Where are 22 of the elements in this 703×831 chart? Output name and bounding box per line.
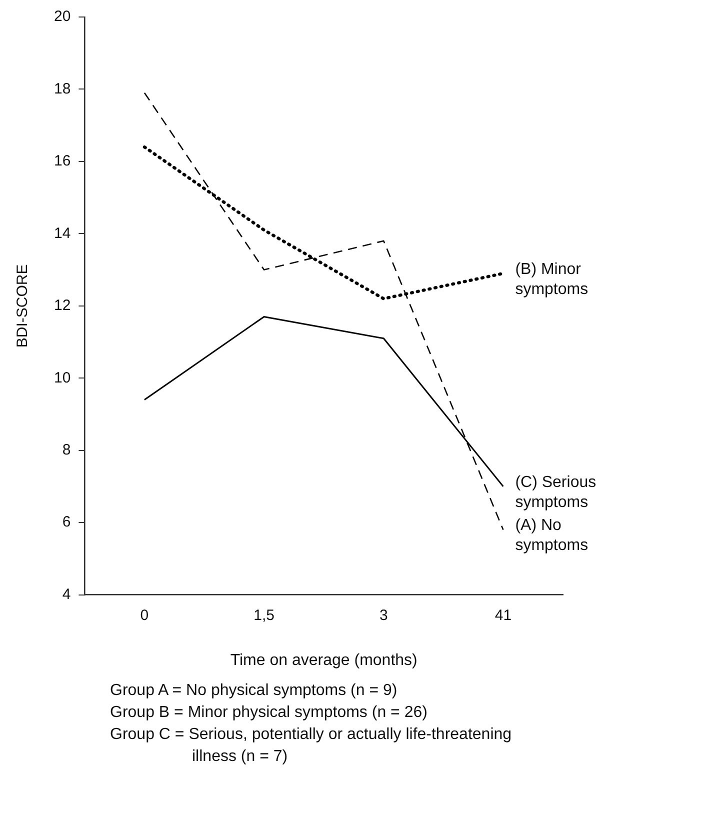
y-tick-label: 16 xyxy=(54,152,71,170)
y-axis-title: BDI-SCORE xyxy=(14,264,32,348)
y-tick-label: 14 xyxy=(54,224,71,242)
series-label: (B) Minor symptoms xyxy=(515,260,588,298)
y-tick-label: 18 xyxy=(54,80,71,98)
series-label: (C) Serious symptoms xyxy=(515,474,596,511)
y-tick-label: 12 xyxy=(54,297,71,314)
x-tick-label: 1,5 xyxy=(254,606,274,624)
y-tick-label: 20 xyxy=(54,8,71,26)
text: Group B = Minor physical symptoms (n = 26) xyxy=(110,703,428,723)
series-label: (A) No symptoms xyxy=(515,517,588,554)
y-tick-label: 10 xyxy=(54,369,71,386)
y-tick-label: 8 xyxy=(62,441,71,458)
x-tick-label: 41 xyxy=(494,606,512,624)
x-tick-label: 0 xyxy=(140,606,149,624)
y-tick-label: 6 xyxy=(62,514,71,531)
text: Group C = Serious, potentially or actually life-threatening illness (n = 7) xyxy=(110,725,513,767)
line-series xyxy=(144,92,504,530)
text: Group A = No physical symptoms (n = 9) xyxy=(110,681,398,701)
x-tick-label: 3 xyxy=(379,606,388,624)
y-tick-label: 4 xyxy=(62,586,71,603)
x-axis-title: Time on average (months) xyxy=(230,652,418,669)
